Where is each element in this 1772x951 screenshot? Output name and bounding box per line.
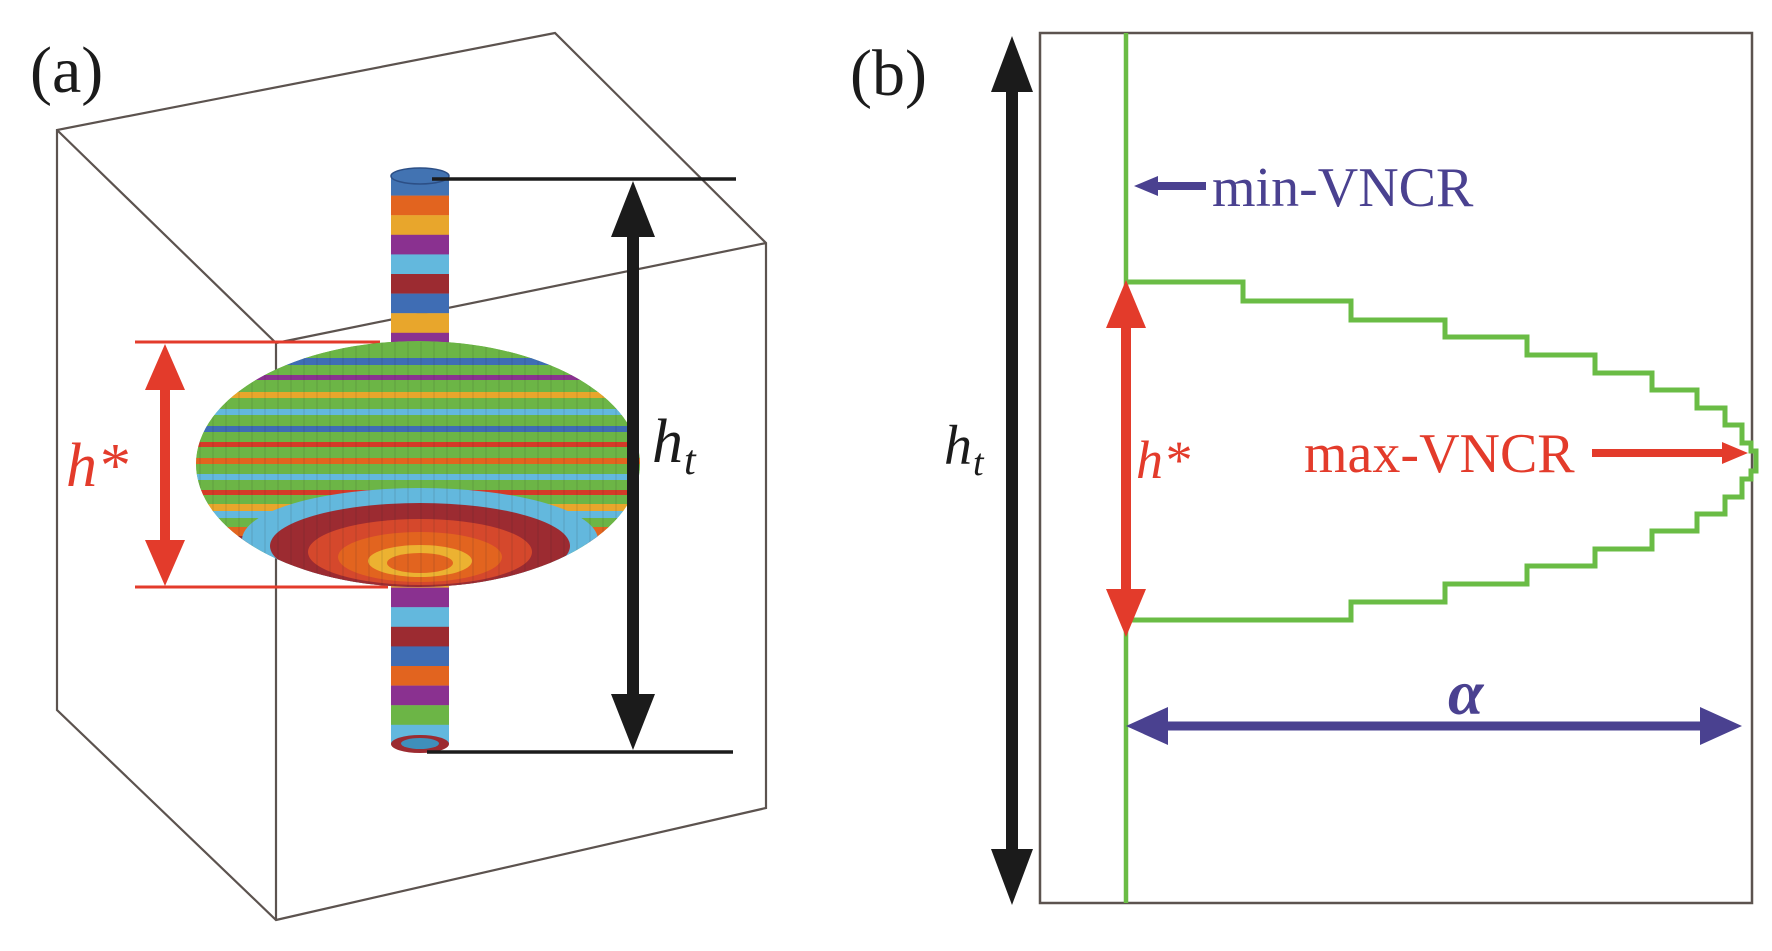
rod-stripe bbox=[391, 215, 449, 235]
h-star-arrow bbox=[145, 344, 185, 586]
panel-b-label: (b) bbox=[850, 37, 927, 110]
rod-stripe bbox=[391, 685, 449, 706]
ht-label-b-sub: t bbox=[973, 442, 985, 484]
rod-top-cap bbox=[390, 167, 450, 185]
alpha-arrow bbox=[1126, 707, 1742, 745]
rod-stripe bbox=[391, 705, 449, 725]
panel-b: (b) ht h* min-VNCR max-VNCR α bbox=[850, 31, 1759, 905]
spheroid-band bbox=[196, 458, 640, 465]
ht-label-sub: t bbox=[684, 438, 697, 484]
rod-stripe bbox=[391, 607, 449, 627]
panel-a: (a) h* ht bbox=[30, 31, 768, 922]
rod-stripe bbox=[391, 646, 449, 667]
min-vncr-label: min-VNCR bbox=[1212, 157, 1474, 219]
rod-stripe bbox=[391, 626, 449, 647]
ht-label: ht bbox=[652, 408, 697, 484]
underside-rings bbox=[242, 488, 598, 587]
rod-bottom-cap-inner bbox=[401, 738, 439, 749]
spheroid-band bbox=[196, 409, 640, 416]
spheroid-band bbox=[196, 365, 640, 376]
alpha-label: α bbox=[1448, 657, 1485, 728]
rod-stripe bbox=[391, 254, 449, 275]
ht-label-b-main: h bbox=[944, 415, 972, 477]
spheroid-band bbox=[196, 442, 640, 448]
spheroid-band bbox=[196, 398, 640, 410]
h-star-arrow-b bbox=[1106, 280, 1146, 637]
h-star-label-b: h* bbox=[1136, 430, 1190, 490]
spheroid-band bbox=[196, 480, 640, 491]
ht-arrow-b bbox=[991, 36, 1033, 905]
ht-label-b: ht bbox=[944, 415, 985, 484]
spheroid-band bbox=[196, 392, 640, 399]
rod-stripe bbox=[391, 234, 449, 255]
rod-stripe bbox=[391, 587, 449, 608]
rod-stripe bbox=[391, 293, 449, 314]
max-vncr-arrow bbox=[1592, 442, 1748, 464]
spheroid-band bbox=[196, 375, 640, 381]
vncr-profile bbox=[1126, 279, 1759, 623]
min-vncr-arrow bbox=[1134, 176, 1206, 196]
rod-stripe bbox=[391, 666, 449, 686]
max-vncr-label: max-VNCR bbox=[1304, 423, 1575, 485]
spheroid-band bbox=[196, 426, 640, 433]
underside-ring bbox=[387, 553, 453, 573]
spheroid-band bbox=[196, 415, 640, 427]
spheroid bbox=[196, 341, 640, 587]
spheroid-band bbox=[196, 358, 640, 366]
ht-arrow bbox=[611, 181, 655, 750]
panel-a-label: (a) bbox=[30, 34, 103, 107]
h-star-label: h* bbox=[66, 432, 128, 500]
rod-stripe bbox=[391, 274, 449, 294]
spheroid-band bbox=[196, 342, 640, 359]
rod-stripe bbox=[391, 313, 449, 333]
rod-stripe bbox=[391, 195, 449, 216]
ht-label-main: h bbox=[652, 408, 683, 476]
spheroid-band bbox=[196, 447, 640, 459]
spheroid-band bbox=[196, 380, 640, 393]
plot-box bbox=[1038, 31, 1754, 905]
spheroid-band bbox=[196, 474, 640, 481]
spheroid-band bbox=[196, 432, 640, 443]
spheroid-band bbox=[196, 464, 640, 475]
